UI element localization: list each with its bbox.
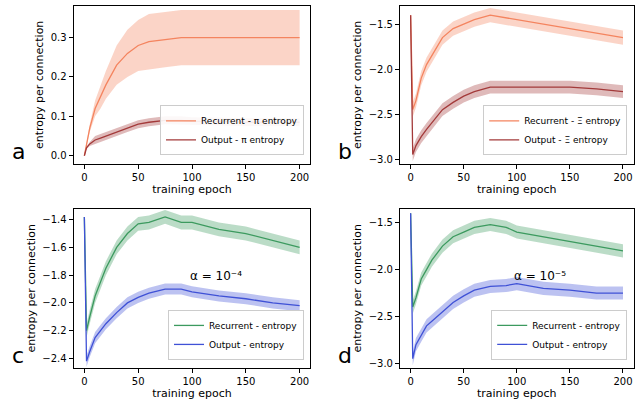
svg-text:entropy per connection: entropy per connection	[351, 21, 364, 149]
svg-text:100: 100	[507, 172, 526, 183]
svg-text:entropy per connection: entropy per connection	[33, 21, 46, 149]
svg-text:−3.0: −3.0	[369, 154, 393, 165]
svg-text:0: 0	[407, 172, 413, 183]
svg-text:d: d	[338, 343, 352, 368]
svg-text:−1.5: −1.5	[369, 217, 393, 228]
svg-text:0.1: 0.1	[51, 111, 67, 122]
svg-text:c: c	[12, 343, 24, 368]
svg-text:50: 50	[457, 172, 470, 183]
svg-text:Output - entropy: Output - entropy	[532, 340, 608, 350]
svg-text:150: 150	[560, 376, 579, 387]
svg-text:200: 200	[290, 172, 309, 183]
svg-text:training epoch: training epoch	[152, 387, 232, 400]
svg-text:b: b	[338, 139, 352, 164]
svg-text:Output - entropy: Output - entropy	[209, 340, 285, 350]
svg-text:Recurrent - entropy: Recurrent - entropy	[532, 321, 620, 331]
svg-text:training epoch: training epoch	[477, 387, 557, 400]
svg-text:−2.0: −2.0	[369, 264, 393, 275]
svg-text:−1.8: −1.8	[42, 270, 66, 281]
svg-text:200: 200	[613, 172, 632, 183]
svg-text:100: 100	[507, 376, 526, 387]
svg-text:100: 100	[182, 172, 201, 183]
svg-text:0.2: 0.2	[51, 71, 67, 82]
svg-text:Recurrent - Ξ entropy: Recurrent - Ξ entropy	[524, 116, 621, 126]
svg-text:entropy per connection: entropy per connection	[25, 224, 38, 352]
svg-text:−2.0: −2.0	[42, 297, 66, 308]
svg-text:−2.0: −2.0	[369, 64, 393, 75]
svg-text:Output - π entropy: Output - π entropy	[201, 135, 285, 145]
svg-text:−2.4: −2.4	[42, 353, 66, 364]
svg-text:training epoch: training epoch	[152, 183, 232, 196]
svg-text:α = 10⁻⁵: α = 10⁻⁵	[514, 269, 566, 283]
svg-text:200: 200	[613, 376, 632, 387]
svg-text:150: 150	[560, 172, 579, 183]
svg-text:α = 10⁻⁴: α = 10⁻⁴	[190, 269, 242, 283]
svg-text:0.3: 0.3	[51, 32, 67, 43]
svg-text:0.0: 0.0	[51, 150, 67, 161]
svg-text:50: 50	[457, 376, 470, 387]
svg-text:100: 100	[182, 376, 201, 387]
svg-text:−1.4: −1.4	[42, 214, 66, 225]
svg-text:150: 150	[236, 376, 255, 387]
svg-text:−2.5: −2.5	[369, 311, 393, 322]
svg-text:Recurrent - π entropy: Recurrent - π entropy	[201, 116, 298, 126]
svg-text:200: 200	[290, 376, 309, 387]
svg-text:a: a	[12, 139, 25, 164]
svg-text:−2.2: −2.2	[42, 325, 66, 336]
svg-text:Recurrent - entropy: Recurrent - entropy	[209, 321, 297, 331]
svg-text:Output - Ξ entropy: Output - Ξ entropy	[524, 135, 608, 145]
svg-text:training epoch: training epoch	[477, 183, 557, 196]
svg-text:0: 0	[407, 376, 413, 387]
svg-text:50: 50	[132, 172, 145, 183]
svg-text:0: 0	[81, 172, 87, 183]
svg-text:−3.0: −3.0	[369, 358, 393, 369]
svg-text:entropy per connection: entropy per connection	[351, 224, 364, 352]
svg-text:−2.5: −2.5	[369, 109, 393, 120]
svg-text:−1.5: −1.5	[369, 19, 393, 30]
svg-text:0: 0	[81, 376, 87, 387]
svg-text:−1.6: −1.6	[42, 242, 66, 253]
svg-text:150: 150	[236, 172, 255, 183]
svg-text:50: 50	[132, 376, 145, 387]
